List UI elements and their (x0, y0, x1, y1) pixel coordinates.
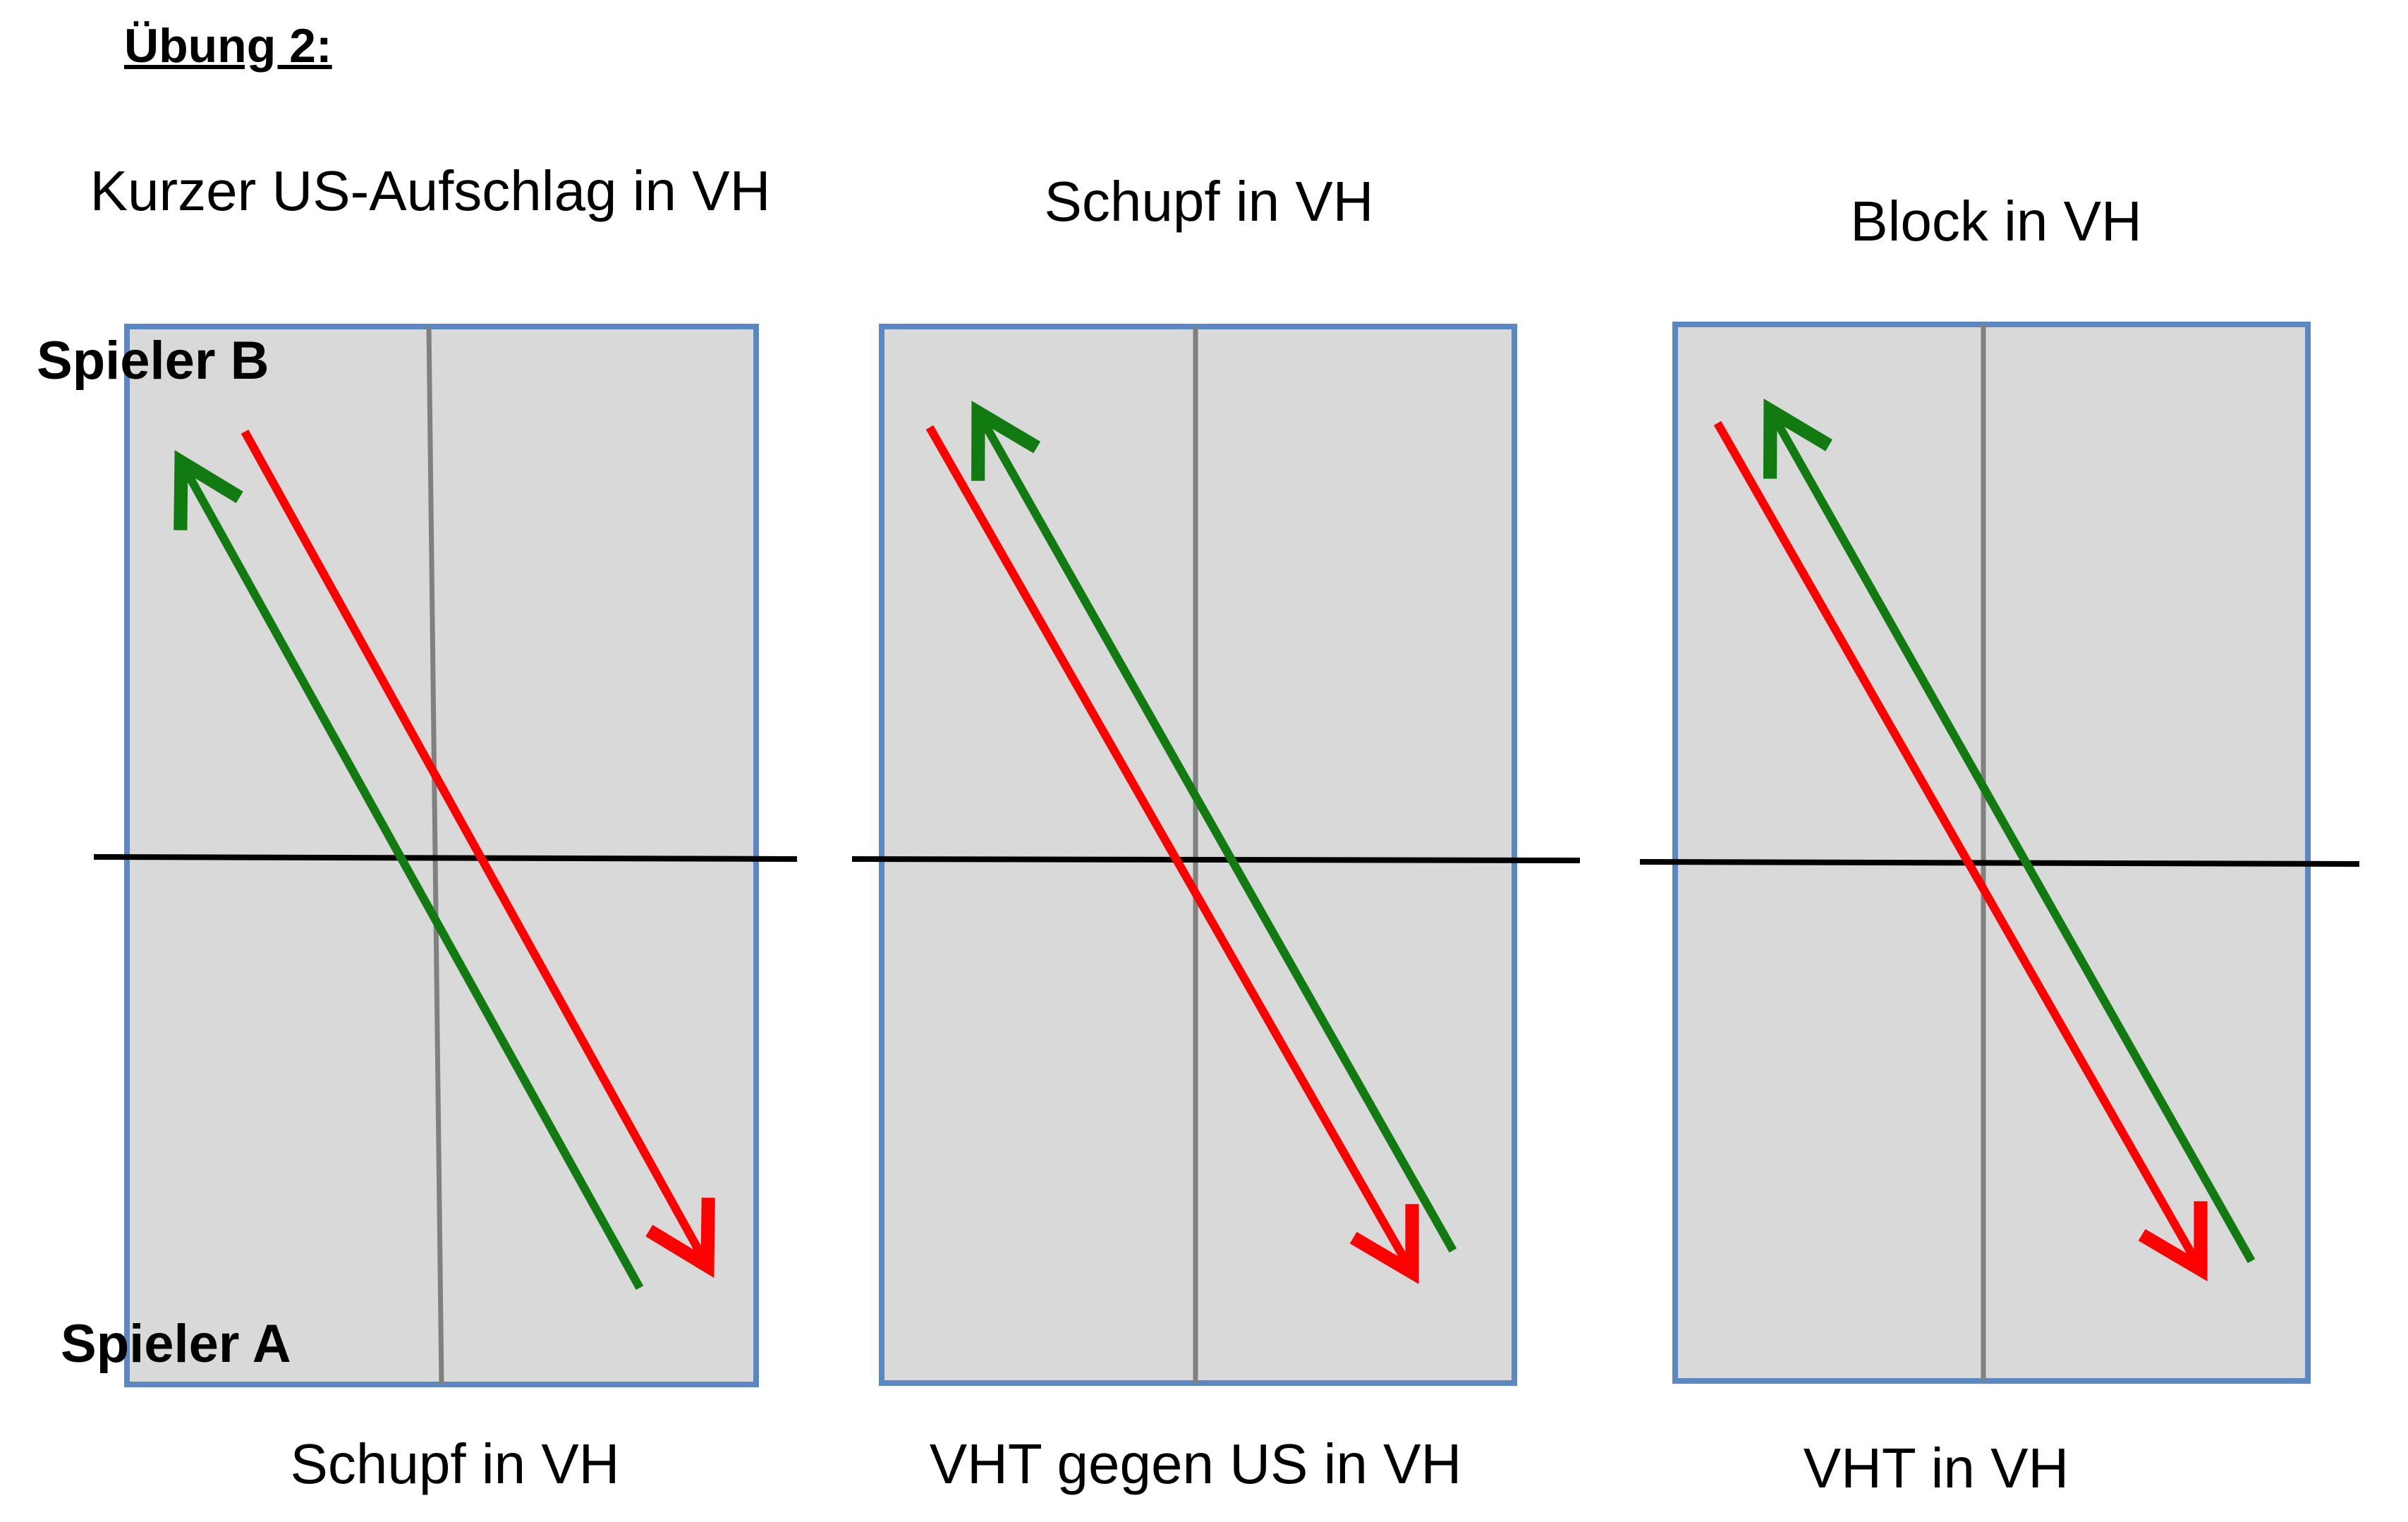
panel-1-bottom-label: Schupf in VH (290, 1432, 620, 1495)
panel-1-top-label: Kurzer US-Aufschlag in VH (90, 159, 771, 222)
net-3 (1639, 859, 2360, 867)
panel-2-table (851, 324, 1581, 1386)
red-arrow-2 (925, 425, 1419, 1284)
green-arrow-1 (174, 450, 644, 1290)
player-b-label: Spieler B (37, 331, 269, 391)
panel-3-top-label: Block in VH (1850, 190, 2142, 252)
green-arrow-3 (1763, 398, 2256, 1263)
panel-2-bottom-label: VHT gegen US in VH (929, 1432, 1462, 1495)
net-2 (851, 856, 1581, 863)
net-1 (93, 854, 798, 862)
panel-3-bottom-label: VHT in VH (1803, 1437, 2069, 1499)
red-arrow-1 (241, 430, 715, 1278)
panel-3-table (1639, 322, 2360, 1384)
exercise-heading: Übung 2: (124, 19, 332, 73)
panel-1-table (93, 324, 798, 1387)
player-a-label: Spieler A (61, 1314, 291, 1374)
panel-2-top-label: Schupf in VH (1044, 170, 1374, 233)
table-surface-3 (1672, 322, 2311, 1384)
green-arrow-2 (971, 401, 1457, 1253)
red-arrow-3 (1713, 421, 2208, 1281)
